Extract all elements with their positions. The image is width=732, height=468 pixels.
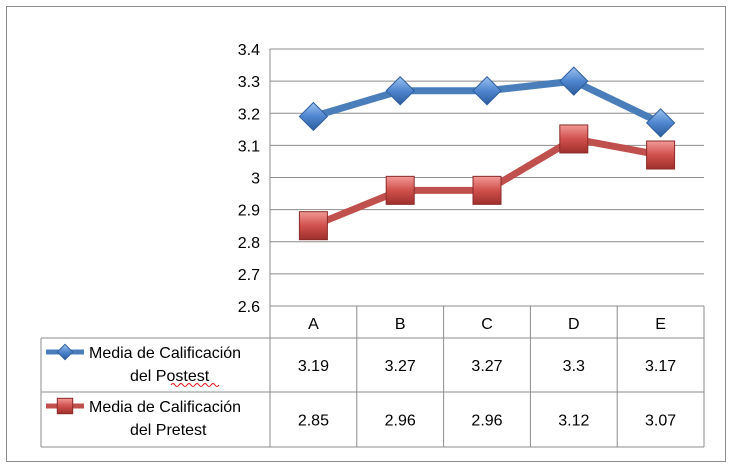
square-marker bbox=[56, 397, 74, 415]
data-value-label: 2.96 bbox=[385, 413, 416, 430]
category-label: D bbox=[568, 316, 580, 333]
series-markers bbox=[298, 66, 676, 241]
category-label: E bbox=[655, 316, 666, 333]
data-value-label: 3.27 bbox=[471, 358, 502, 375]
category-label: A bbox=[308, 316, 319, 333]
data-value-label: 3.12 bbox=[558, 413, 589, 430]
y-tick-label: 2.8 bbox=[238, 235, 260, 252]
data-value-label: 3.07 bbox=[645, 413, 676, 430]
chart-frame bbox=[6, 6, 726, 462]
diamond-marker bbox=[559, 66, 589, 96]
data-value-label: 3.3 bbox=[563, 358, 585, 375]
square-marker bbox=[385, 175, 415, 205]
category-label: B bbox=[395, 316, 406, 333]
square-marker bbox=[472, 175, 502, 205]
y-tick-label: 3.4 bbox=[238, 42, 260, 59]
diamond-marker bbox=[472, 76, 502, 106]
data-value-label: 3.19 bbox=[298, 358, 329, 375]
legend-label: del Pretest bbox=[130, 422, 207, 439]
square-marker bbox=[646, 140, 676, 170]
y-tick-label: 2.6 bbox=[238, 299, 260, 316]
y-tick-label: 2.7 bbox=[238, 267, 260, 284]
category-label: C bbox=[481, 316, 493, 333]
legend-label: del Postest bbox=[130, 368, 210, 385]
legend-label: Media de Calificación bbox=[89, 345, 241, 362]
data-value-label: 3.27 bbox=[385, 358, 416, 375]
y-axis-ticks: 2.6 2.7 2.8 2.9 3 3.1 3.2 3.3 3.4 bbox=[238, 42, 260, 316]
diamond-marker bbox=[645, 108, 676, 138]
y-tick-label: 3.1 bbox=[238, 138, 260, 155]
data-value-label: 3.17 bbox=[645, 358, 676, 375]
y-tick-label: 2.9 bbox=[238, 203, 260, 220]
y-tick-label: 3.2 bbox=[238, 106, 260, 123]
data-value-label: 2.96 bbox=[471, 413, 502, 430]
diamond-marker bbox=[56, 343, 74, 361]
y-tick-label: 3 bbox=[251, 171, 260, 188]
gridlines bbox=[269, 48, 704, 307]
diamond-marker bbox=[385, 76, 415, 106]
y-tick-label: 3.3 bbox=[238, 74, 260, 91]
square-marker bbox=[559, 124, 589, 154]
spellcheck-underline bbox=[170, 383, 220, 387]
legend-label: Media de Calificación bbox=[89, 399, 241, 416]
square-marker bbox=[298, 211, 328, 241]
data-table: A B C D E Media de Calificación del Postest 3.1… bbox=[40, 306, 705, 448]
diamond-marker bbox=[298, 101, 329, 132]
data-value-label: 2.85 bbox=[298, 413, 329, 430]
